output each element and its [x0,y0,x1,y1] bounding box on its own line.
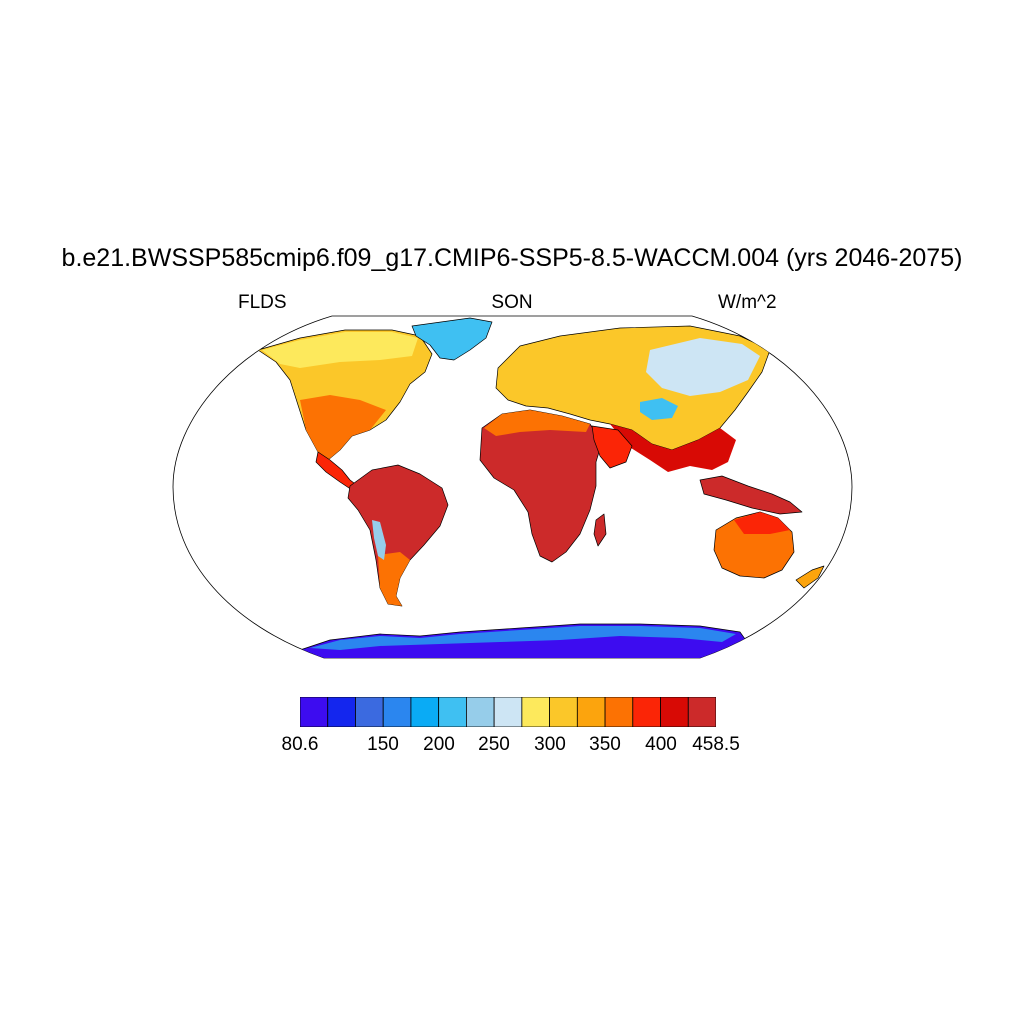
colorbar-swatch [521,697,551,727]
colorbar-tick-label: 350 [589,734,621,755]
indonesia-landmass [699,475,803,515]
tibet-cool-band [640,398,678,420]
new-zealand-landmass [795,565,825,589]
colorbar-swatch [410,697,440,727]
colorbar-tick-label: 250 [478,734,510,755]
south-asia-hot-band [610,424,736,472]
variable-label: FLDS [238,292,287,313]
colorbar-swatch [576,697,606,727]
north-africa-band [484,410,590,436]
colorbar-tick-label: 300 [534,734,566,755]
colorbar-swatch [300,697,329,727]
colorbar-swatch [687,697,716,727]
colorbar-tick-label: 150 [367,734,399,755]
antarctica-coast-band [310,626,736,650]
colorbar-swatch [438,697,467,727]
australia-north-band [734,512,790,534]
colorbar [300,697,716,727]
colorbar-swatch [493,697,523,727]
colorbar-swatch [465,697,495,727]
units-label: W/m^2 [718,292,777,313]
season-label: SON [491,292,533,313]
colorbar-tick-label: 400 [645,734,677,755]
siberia-cool-band [646,338,760,396]
colorbar-swatch [355,697,384,727]
madagascar-landmass [593,513,607,547]
south-america-south-band [378,552,410,606]
colorbar-tick-label: 458.5 [692,734,740,755]
colorbar-tick-label: 80.6 [281,734,319,755]
colorbar-svg [300,697,716,727]
andes-band [372,520,386,560]
greenland-landmass [411,317,493,361]
colorbar-swatch [604,697,634,727]
north-america-north-band [262,332,418,368]
colorbar-tick-label: 200 [423,734,455,755]
colorbar-swatch [327,697,356,727]
colorbar-swatch [660,697,689,727]
colorbar-swatch [549,697,578,727]
colorbar-swatch [632,697,661,727]
north-america-south-band [300,395,386,460]
colorbar-swatch [382,697,412,727]
arabia-landmass [591,425,633,469]
page-title: b.e21.BWSSP585cmip6.f09_g17.CMIP6-SSP5-8… [61,244,963,272]
